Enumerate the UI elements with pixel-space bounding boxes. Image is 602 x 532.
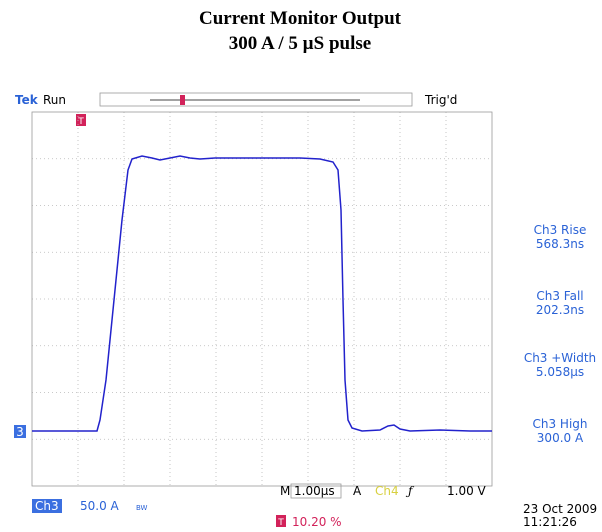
date: 23 Oct 2009 bbox=[523, 502, 597, 516]
record-bar bbox=[99, 92, 413, 107]
slope-icon: ƒ bbox=[405, 484, 415, 498]
trigger-marker bbox=[76, 114, 86, 126]
trigger-marker-glyph: T bbox=[77, 117, 84, 127]
measurement-label: Ch3 Fall bbox=[536, 289, 583, 303]
measurement-label: Ch3 +Width bbox=[524, 351, 596, 365]
measurement-value: 300.0 A bbox=[537, 431, 584, 445]
trigger-position: 10.20 % bbox=[292, 515, 342, 529]
channel-scale: 50.0 A bbox=[80, 499, 120, 513]
measurement-label: Ch3 High bbox=[532, 417, 587, 431]
channel-marker-label: 3 bbox=[16, 425, 24, 439]
channel-name: Ch3 bbox=[35, 499, 59, 513]
measurement-label: Ch3 Rise bbox=[534, 223, 587, 237]
title-line: Current Monitor Output bbox=[199, 8, 402, 29]
bandwidth-icon: BW bbox=[136, 504, 148, 512]
measurement-value: 568.3ns bbox=[536, 237, 584, 251]
waveform bbox=[32, 155, 492, 432]
channel-marker bbox=[14, 425, 26, 438]
run-state: Run bbox=[43, 93, 66, 107]
trigger-icon-glyph: T bbox=[277, 518, 284, 528]
time: 11:21:26 bbox=[523, 515, 577, 529]
trigger-icon bbox=[276, 515, 286, 527]
timebase-box bbox=[290, 483, 342, 499]
record-trigger bbox=[180, 95, 185, 105]
measurement-value: 5.058µs bbox=[536, 365, 584, 379]
trigger-status: Trig'd bbox=[424, 93, 457, 107]
measurement-value: 202.3ns bbox=[536, 303, 584, 317]
trigger-mode: A bbox=[353, 484, 362, 498]
trigger-level: 1.00 V bbox=[447, 484, 487, 498]
brand: Tek bbox=[15, 93, 39, 107]
trigger-channel: Ch4 bbox=[375, 484, 399, 498]
channel-badge bbox=[32, 499, 62, 513]
title-line: 300 A / 5 µS pulse bbox=[229, 33, 371, 54]
graticule bbox=[32, 112, 492, 486]
timebase-value: 1.00µs bbox=[294, 484, 335, 498]
graticule-frame bbox=[31, 111, 493, 487]
timebase-label: M bbox=[280, 484, 290, 498]
